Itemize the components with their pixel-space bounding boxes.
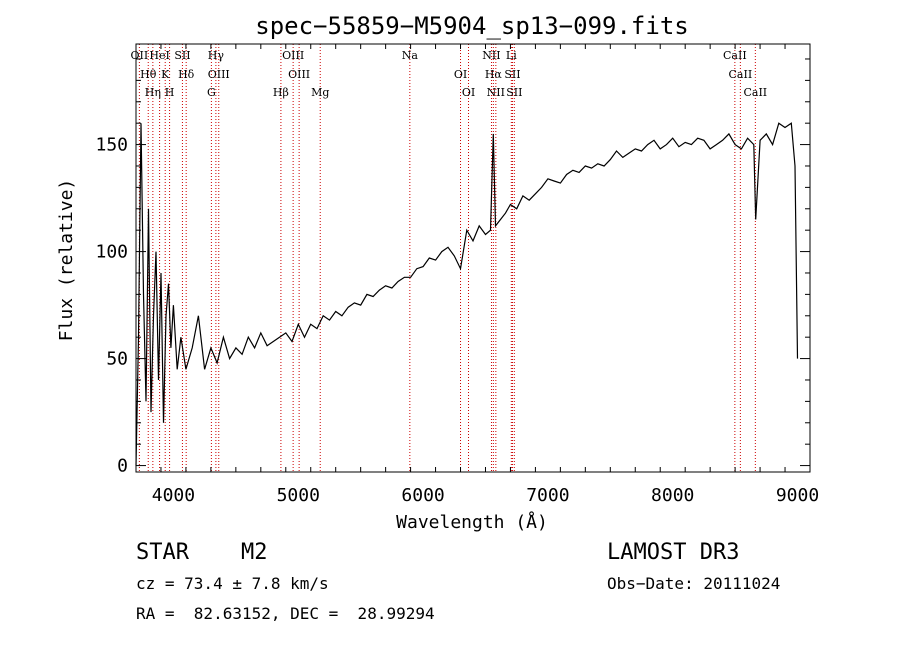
line-label: G — [207, 86, 216, 99]
x-tick-label: 8000 — [651, 485, 694, 506]
line-label: OI — [462, 86, 475, 99]
line-label: CaII — [723, 49, 747, 62]
line-labels: OIIHθHηHeIKHSIIHδGHγOIIIHβOIIIOIIIMgNaOI… — [131, 49, 768, 99]
line-label: OII — [131, 49, 149, 62]
y-tick-label: 100 — [95, 242, 128, 263]
line-label: Na — [402, 49, 419, 62]
chart-title: spec−55859−M5904_sp13−099.fits — [255, 12, 688, 40]
survey-name: LAMOST DR3 — [607, 540, 740, 565]
y-tick-label: 50 — [106, 349, 128, 370]
line-label: OIII — [288, 68, 310, 81]
x-tick-label: 9000 — [776, 485, 819, 506]
line-label: Hδ — [178, 68, 195, 81]
spectrum-line — [135, 122, 799, 466]
line-label: Hγ — [208, 49, 225, 62]
observation-date: Obs−Date: 20111024 — [607, 574, 781, 593]
line-label: CaII — [729, 68, 753, 81]
line-markers — [138, 44, 756, 472]
line-label: CaII — [743, 86, 767, 99]
object-class: STAR — [136, 540, 189, 565]
line-label: HeI — [149, 49, 169, 62]
line-label: K — [161, 68, 170, 81]
y-axis: 0 50 100 150 — [95, 58, 810, 477]
x-axis: 4000 5000 6000 7000 8000 9000 — [135, 44, 819, 506]
line-label: H — [165, 86, 175, 99]
line-label: OIII — [208, 68, 230, 81]
line-label: OI — [454, 68, 467, 81]
x-axis-label: Wavelength (Å) — [396, 511, 548, 533]
line-label: Hβ — [273, 86, 289, 99]
line-label: Hθ — [140, 68, 157, 81]
coordinates: RA = 82.63152, DEC = 28.99294 — [136, 604, 435, 623]
line-label: Hη — [145, 86, 161, 99]
line-label: SII — [174, 49, 190, 62]
x-tick-label: 7000 — [526, 485, 569, 506]
redshift-velocity: cz = 73.4 ± 7.8 km/s — [136, 574, 329, 593]
line-label: NII — [482, 49, 500, 62]
y-tick-label: 150 — [95, 135, 128, 156]
line-label: NII — [487, 86, 505, 99]
x-tick-label: 4000 — [152, 485, 195, 506]
x-tick-label: 6000 — [401, 485, 444, 506]
line-label: SII — [506, 86, 522, 99]
line-label: Li — [506, 49, 517, 62]
y-axis-label: Flux (relative) — [56, 179, 77, 342]
line-label: SII — [504, 68, 520, 81]
line-label: Mg — [311, 86, 329, 99]
line-label: Hα — [485, 68, 503, 81]
object-subclass: M2 — [241, 540, 268, 565]
x-tick-label: 5000 — [277, 485, 320, 506]
line-label: OIII — [282, 49, 304, 62]
plot-frame — [135, 43, 811, 473]
y-tick-label: 0 — [117, 456, 128, 477]
